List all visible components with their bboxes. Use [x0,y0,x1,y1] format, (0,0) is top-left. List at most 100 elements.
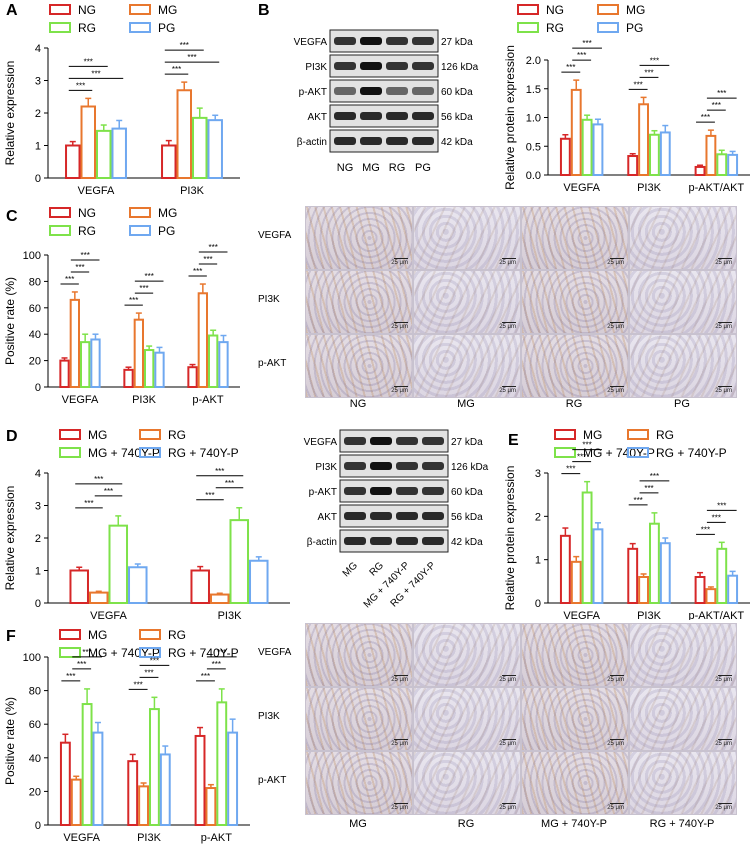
scale-bar-label: 25 μm [499,677,516,683]
sig-label: *** [94,475,103,484]
blot-band [360,137,382,145]
bar [659,542,671,604]
legend-swatch [627,447,649,458]
bar [127,760,139,827]
x-tick-label: VEGFA [63,832,100,844]
ihc-column-label: NG [349,398,367,410]
bar [592,123,604,176]
scale-bar [502,803,516,804]
blot-band [386,87,408,95]
y-axis-label: Relative protein expression [503,45,517,190]
y-tick-label: 60 [29,719,41,731]
y-axis-label: Relative expression [3,486,17,591]
scale-bar [394,322,408,323]
western-blot-d: VEGFA 27 kDa PI3K 126 kDa p-AKT 60 kDa AKT 56 k… [304,429,489,610]
scale-bar [718,675,732,676]
legend-label: MG [158,206,177,220]
y-tick-label: 40 [29,329,41,341]
scale-bar-label: 25 μm [715,741,732,747]
ihc-micrograph: 25 μm [413,751,521,815]
scale-bar-label: 25 μm [715,260,732,266]
sig-label: *** [139,284,148,293]
sig-label: *** [84,499,93,508]
blot-band [396,437,418,445]
ihc-column-label: MG [457,398,475,410]
blot-lane-label: MG [362,162,380,174]
scale-bar-label: 25 μm [607,388,624,394]
legend-label: NG [78,206,96,220]
blot-strip [329,54,439,78]
blot-strip [329,79,439,103]
ihc-micrograph: 25 μm [521,334,629,398]
blot-band [412,37,434,45]
legend-label: MG [158,3,177,17]
blot-band [370,462,392,470]
ihc-micrograph: 25 μm [521,687,629,751]
ihc-micrograph: 25 μm [305,623,413,687]
blot-row-label: PI3K [315,462,337,473]
blot-band [360,62,382,70]
bar [111,127,127,180]
bar [128,566,148,604]
blot-row-label: VEGFA [304,437,338,448]
blot-band [360,37,382,45]
legend-swatch [597,22,619,33]
panel-label-f: F [6,628,16,645]
ihc-micrograph: 25 μm [305,206,413,270]
blot-band [334,137,356,145]
blot-band [344,437,366,445]
blot-strip [329,29,439,53]
sig-label: *** [84,57,93,66]
blot-band [386,37,408,45]
blot-band [396,537,418,545]
ihc-micrograph: 25 μm [413,206,521,270]
blot-row-label: p-AKT [299,87,327,98]
scale-bar-label: 25 μm [499,741,516,747]
sig-label: *** [225,479,234,488]
blot-band [412,112,434,120]
sig-label: *** [577,51,586,60]
blot-kda-label: 42 kDa [451,537,483,548]
x-tick-label: VEGFA [62,394,99,406]
ihc-column-label: PG [674,398,690,410]
ihc-column-label: RG [565,398,583,410]
scale-bar [502,322,516,323]
sig-label: *** [205,491,214,500]
scale-bar [394,675,408,676]
sig-label: *** [104,487,113,496]
x-tick-label: VEGFA [78,185,115,197]
sig-label: *** [582,441,591,450]
y-tick-label: 20 [29,786,41,798]
blot-band [370,437,392,445]
y-tick-label: 2.0 [526,55,541,67]
y-tick-label: 2 [35,108,41,120]
blot-row-label: β-actin [297,137,327,148]
bar [154,351,165,388]
legend-label: MG [88,628,107,642]
bar [80,341,91,388]
panel-label-a: A [6,2,18,19]
ihc-row-label: p-AKT [258,358,287,369]
bar [108,524,129,604]
ihc-micrograph: 25 μm [305,751,413,815]
chart-b-relative-protein-expression: NG MG RG PG 0.0 0.5 1.0 1.5 2.0 Relative protein … [503,3,750,194]
bar [592,528,604,604]
scale-bar-label: 25 μm [715,677,732,683]
sig-label: *** [650,472,659,481]
x-tick-label: PI3K [637,610,662,620]
y-tick-label: 0 [35,598,41,610]
bar [638,103,650,176]
x-tick-label: PI3K [218,610,243,620]
blot-band [344,487,366,495]
y-tick-label: 1.5 [526,84,541,96]
blot-band [422,462,444,470]
blot-band [334,62,356,70]
scale-bar-label: 25 μm [607,805,624,811]
legend-label: PG [158,224,175,238]
legend-swatch [627,429,649,440]
ihc-micrograph: 25 μm [413,270,521,334]
bar [192,116,208,179]
sig-label: *** [180,41,189,50]
